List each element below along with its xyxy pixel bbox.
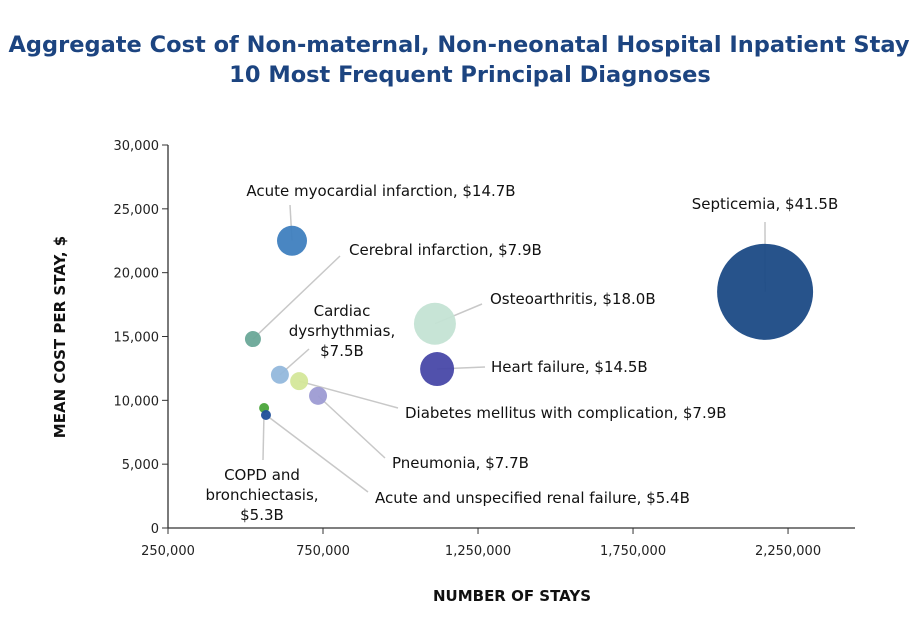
x-axis-title: NUMBER OF STAYS xyxy=(433,587,591,605)
bubble-point xyxy=(717,243,814,340)
bubble-label: COPD and bronchiectasis, $5.3B xyxy=(205,466,318,524)
y-tick-label: 20,000 xyxy=(114,267,160,282)
x-tick-label: 1,250,000 xyxy=(445,544,511,559)
bubble-label: Heart failure, $14.5B xyxy=(491,358,648,376)
bubble-label: Septicemia, $41.5B xyxy=(692,195,839,213)
bubble-point xyxy=(277,225,308,256)
y-tick-label: 15,000 xyxy=(114,331,160,346)
bubble-point xyxy=(309,386,328,405)
leader-line xyxy=(252,255,341,340)
bubble-point xyxy=(413,302,456,345)
chart-title: Aggregate Cost of Non-maternal, Non-neon… xyxy=(8,32,910,88)
y-tick-label: 0 xyxy=(151,522,159,537)
bubble-point xyxy=(244,331,261,348)
y-tick-label: 10,000 xyxy=(114,394,160,409)
x-tick-label: 750,000 xyxy=(296,544,350,559)
bubble-label: Cardiac dysrhythmias, $7.5B xyxy=(289,302,395,360)
y-axis-title: MEAN COST PER STAY, $ xyxy=(51,236,69,438)
x-tick-label: 1,750,000 xyxy=(600,544,666,559)
x-tick-label: 2,250,000 xyxy=(755,544,821,559)
leader-line xyxy=(298,380,399,409)
bubble-label: Pneumonia, $7.7B xyxy=(392,454,529,472)
bubble-label: Diabetes mellitus with complication, $7.… xyxy=(405,404,727,422)
y-tick-label: 5,000 xyxy=(122,458,159,473)
bubble-point xyxy=(270,365,289,384)
bubble-label: Cerebral infarction, $7.9B xyxy=(349,241,542,259)
bubble-label: Acute and unspecified renal failure, $5.… xyxy=(375,489,690,507)
x-tick-label: 250,000 xyxy=(141,544,195,559)
bubble-label: Acute myocardial infarction, $14.7B xyxy=(246,182,515,200)
y-tick-label: 25,000 xyxy=(114,203,160,218)
leader-line xyxy=(265,414,369,493)
leader-line xyxy=(317,395,386,459)
bubble-point xyxy=(290,372,309,391)
bubble-point xyxy=(420,352,455,387)
y-tick-label: 30,000 xyxy=(114,139,160,154)
bubble-point xyxy=(260,410,271,421)
bubble-label: Osteoarthritis, $18.0B xyxy=(490,290,656,308)
